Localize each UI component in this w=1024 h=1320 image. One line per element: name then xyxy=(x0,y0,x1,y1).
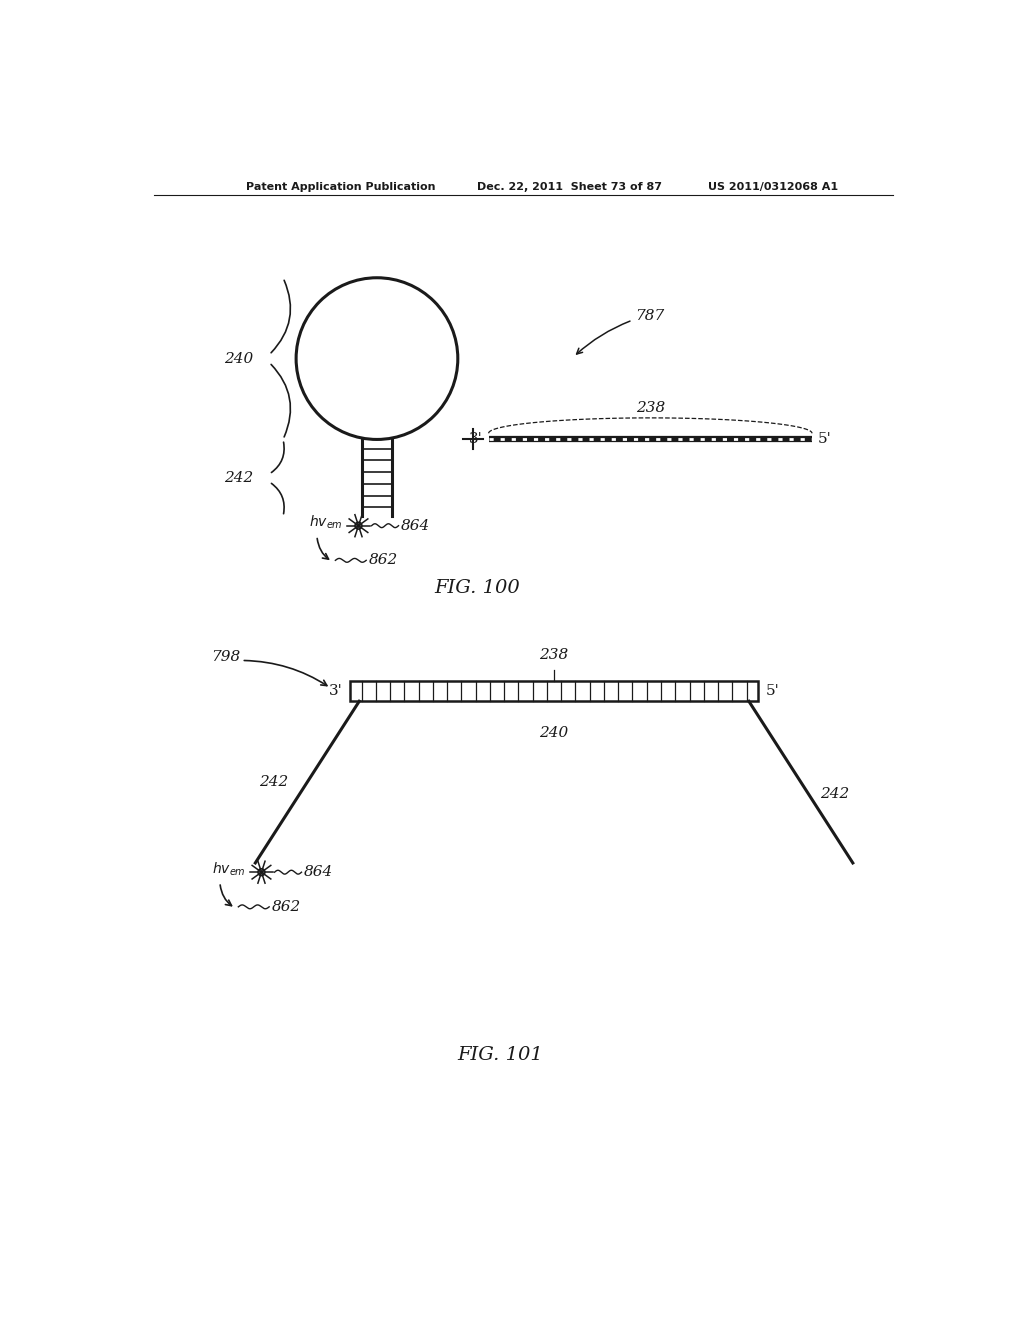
Text: 864: 864 xyxy=(304,865,333,879)
Text: 862: 862 xyxy=(369,553,397,568)
Text: 242: 242 xyxy=(259,775,289,789)
Text: 242: 242 xyxy=(820,787,849,801)
Text: 238: 238 xyxy=(636,401,665,414)
Text: 3': 3' xyxy=(469,433,482,446)
Text: 864: 864 xyxy=(400,519,430,533)
Text: $hv_{em}$: $hv_{em}$ xyxy=(309,513,343,531)
Text: 240: 240 xyxy=(540,726,568,741)
Circle shape xyxy=(258,869,265,875)
Text: 5': 5' xyxy=(766,684,779,698)
Text: 3': 3' xyxy=(329,684,342,698)
Text: 238: 238 xyxy=(540,648,568,663)
Text: 787: 787 xyxy=(635,309,665,323)
Text: $hv_{em}$: $hv_{em}$ xyxy=(212,861,246,878)
Text: 862: 862 xyxy=(271,900,301,913)
Bar xyxy=(350,681,758,701)
Text: Dec. 22, 2011  Sheet 73 of 87: Dec. 22, 2011 Sheet 73 of 87 xyxy=(477,182,663,191)
Text: FIG. 100: FIG. 100 xyxy=(434,579,520,597)
Text: US 2011/0312068 A1: US 2011/0312068 A1 xyxy=(708,182,839,191)
Circle shape xyxy=(355,523,361,529)
Text: FIG. 101: FIG. 101 xyxy=(458,1047,543,1064)
Text: 798: 798 xyxy=(211,651,240,664)
Text: 242: 242 xyxy=(224,471,254,484)
Text: 5': 5' xyxy=(818,433,831,446)
Text: 240: 240 xyxy=(224,351,254,366)
Text: Patent Application Publication: Patent Application Publication xyxy=(246,182,435,191)
